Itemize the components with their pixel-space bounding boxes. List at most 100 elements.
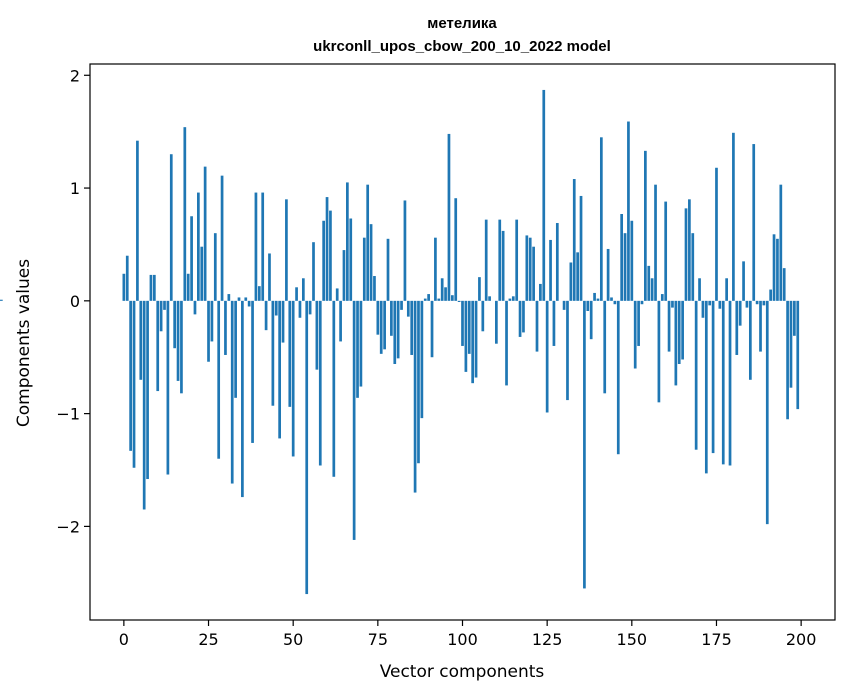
bar-104 xyxy=(474,300,478,378)
bar-5 xyxy=(139,300,143,380)
bar-7 xyxy=(146,300,149,480)
bar-131 xyxy=(566,300,569,401)
bar-19 xyxy=(186,273,190,301)
bar-169 xyxy=(694,300,698,450)
bar-9 xyxy=(152,274,156,301)
bar-162 xyxy=(671,300,674,308)
bar-48 xyxy=(285,199,288,301)
plot-area-frame xyxy=(89,63,836,621)
bar-79 xyxy=(390,300,393,336)
bar-46 xyxy=(278,300,281,439)
bar-163 xyxy=(674,300,678,386)
bar-111 xyxy=(498,219,502,301)
y-tick-label-2: 2 xyxy=(70,66,80,85)
bar-147 xyxy=(620,214,624,301)
x-tick-label-0: 0 xyxy=(119,630,129,649)
x-tick-label-25: 25 xyxy=(198,630,218,649)
bar-81 xyxy=(396,300,400,359)
bar-101 xyxy=(464,300,468,372)
bar-84 xyxy=(406,300,410,317)
bar-3 xyxy=(132,300,136,468)
bar-52 xyxy=(298,300,302,318)
bar-75 xyxy=(376,300,380,335)
y-axis-label: Components values xyxy=(14,259,34,427)
bar-96 xyxy=(447,133,451,301)
bar-67 xyxy=(349,218,353,301)
bar-199 xyxy=(796,300,800,410)
bar-166 xyxy=(684,208,688,301)
bar-50 xyxy=(291,300,295,457)
bar-91 xyxy=(430,300,434,358)
x-tick-label-200: 200 xyxy=(786,630,817,649)
bar-20 xyxy=(190,216,193,301)
bar-188 xyxy=(759,300,762,352)
bar-192 xyxy=(772,234,776,301)
bar-72 xyxy=(366,184,370,301)
bar-29 xyxy=(220,175,224,301)
bar-105 xyxy=(478,277,481,301)
bar-35 xyxy=(241,300,244,498)
bar-140 xyxy=(596,298,600,301)
bar-118 xyxy=(522,300,525,333)
bar-165 xyxy=(681,300,684,360)
bar-51 xyxy=(295,287,298,301)
bar-182 xyxy=(738,300,742,326)
bar-172 xyxy=(704,300,708,474)
bar-197 xyxy=(789,300,793,388)
bar-65 xyxy=(342,250,346,301)
bar-77 xyxy=(383,300,386,350)
bar-138 xyxy=(589,300,593,340)
bar-63 xyxy=(335,288,339,301)
bar-146 xyxy=(616,300,620,455)
bar-137 xyxy=(586,300,590,311)
bar-128 xyxy=(555,223,559,301)
bar-6 xyxy=(142,300,146,510)
bar-149 xyxy=(627,121,630,301)
bar-173 xyxy=(708,300,712,306)
bar-36 xyxy=(244,297,248,301)
bar-18 xyxy=(183,127,187,301)
bar-186 xyxy=(752,144,756,301)
bar-90 xyxy=(427,294,430,301)
bar-126 xyxy=(549,239,552,301)
bar-195 xyxy=(782,268,786,301)
bar-112 xyxy=(501,230,505,301)
bar-110 xyxy=(495,300,498,344)
bar-133 xyxy=(572,179,576,301)
x-tick-label-150: 150 xyxy=(617,630,648,649)
bar-31 xyxy=(227,294,231,301)
bar-88 xyxy=(420,300,424,419)
bar-23 xyxy=(200,246,204,301)
bar-22 xyxy=(197,192,200,301)
bar-176 xyxy=(718,300,722,309)
bar-190 xyxy=(765,300,769,525)
bar-21 xyxy=(193,300,197,315)
bar-66 xyxy=(346,182,349,301)
bar-132 xyxy=(569,262,573,301)
bar-179 xyxy=(728,300,732,466)
bar-40 xyxy=(257,286,261,301)
bar-122 xyxy=(535,300,539,352)
bar-134 xyxy=(576,252,579,301)
bar-152 xyxy=(637,300,640,346)
bar-107 xyxy=(484,219,488,301)
bar-127 xyxy=(552,300,556,346)
bar-170 xyxy=(698,278,701,301)
bar-93 xyxy=(437,298,441,301)
bar-85 xyxy=(410,300,414,355)
chart-subtitle: ukrconll_upos_cbow_200_10_2022 model xyxy=(313,38,611,55)
bar-32 xyxy=(230,300,234,484)
bar-1 xyxy=(125,255,129,301)
bar-159 xyxy=(660,294,664,301)
bar-62 xyxy=(332,300,336,477)
bar-2 xyxy=(129,300,132,451)
bar-136 xyxy=(583,300,586,589)
bar-189 xyxy=(762,300,766,306)
bar-114 xyxy=(508,298,512,301)
x-tick-label-100: 100 xyxy=(447,630,478,649)
bar-0 xyxy=(122,273,126,301)
bar-78 xyxy=(386,238,390,301)
bar-157 xyxy=(654,184,657,301)
bar-102 xyxy=(467,300,471,354)
